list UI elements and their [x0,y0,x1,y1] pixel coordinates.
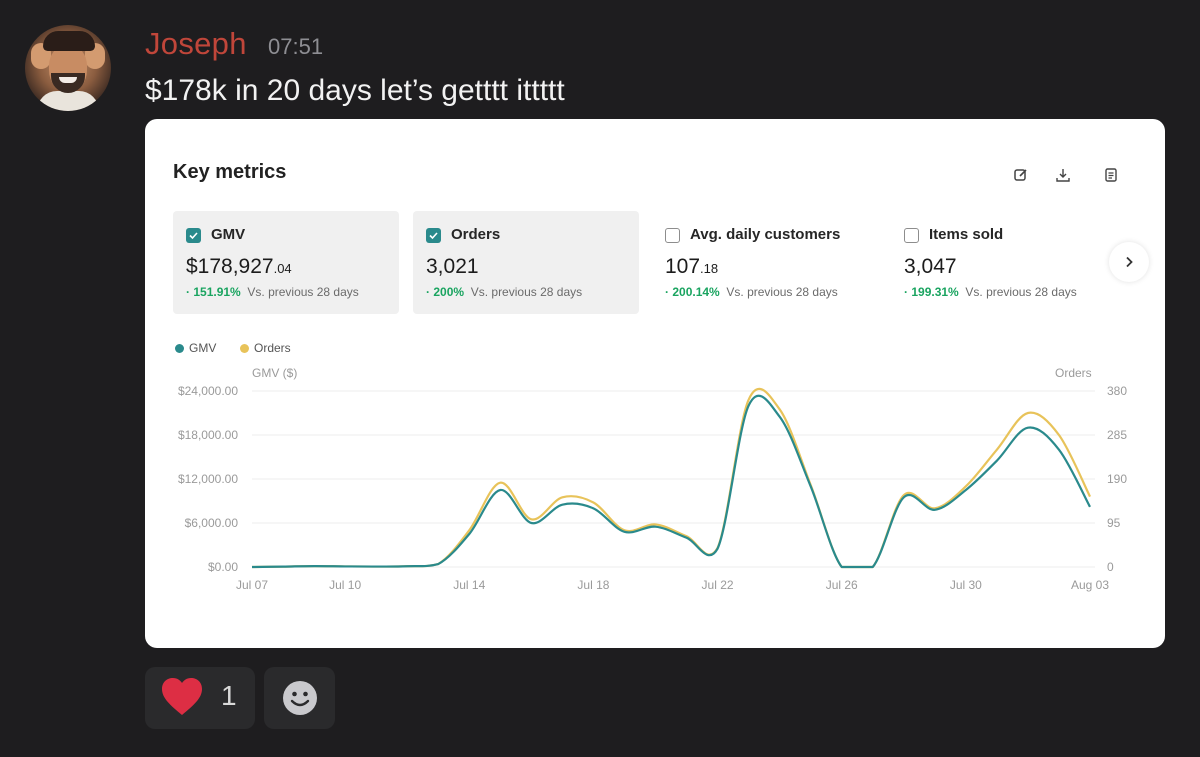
x-tick-label: Jul 14 [453,578,485,592]
left-tick-label: $6,000.00 [185,516,239,530]
avatar-shirt [37,91,99,111]
avatar-hair [43,31,95,51]
user-avatar[interactable] [25,25,111,111]
metric-change: · 200% Vs. previous 28 days [426,285,583,299]
x-tick-label: Jul 07 [236,578,268,592]
metric-value: $178,927.04 [186,255,292,278]
right-tick-label: 380 [1107,384,1127,398]
card-title: Key metrics [173,161,287,183]
add-reaction-icon [283,681,317,715]
metric-orders[interactable]: Orders 3,021 · 200% Vs. previous 28 days [413,211,639,314]
left-tick-label: $0.00 [208,560,238,574]
metric-change: · 199.31% Vs. previous 28 days [904,285,1077,299]
legend-orders[interactable]: Orders [240,341,291,355]
metric-avg-daily-customers[interactable]: Avg. daily customers 107.18 · 200.14% Vs… [652,211,878,314]
right-tick-label: 190 [1107,472,1127,486]
metric-items-sold[interactable]: Items sold 3,047 · 199.31% Vs. previous … [891,211,1117,314]
gmv-legend-dot [175,344,184,353]
right-tick-label: 285 [1107,428,1127,442]
metric-value: 3,047 [904,255,957,278]
avatar-beard [51,73,85,93]
left-axis-title: GMV ($) [252,366,298,380]
avatar-smile [59,77,77,83]
x-tick-label: Jul 22 [702,578,734,592]
left-tick-label: $18,000.00 [178,428,238,442]
x-tick-label: Aug 03 [1071,578,1109,592]
x-tick-label: Jul 10 [329,578,361,592]
download-icon[interactable] [1055,167,1071,183]
left-tick-label: $24,000.00 [178,384,238,398]
reaction-count: 1 [221,680,237,711]
heart-icon [162,678,202,715]
metric-value: 3,021 [426,255,479,278]
message-timestamp: 07:51 [268,34,324,59]
report-icon[interactable] [1103,167,1119,183]
series-line-gmv [251,394,1091,569]
edit-icon[interactable] [1013,167,1029,183]
metric-label: GMV [211,226,246,243]
metric-label: Items sold [929,226,1004,243]
x-tick-label: Jul 26 [826,578,858,592]
left-tick-label: $12,000.00 [178,472,238,486]
next-metrics-button[interactable] [1109,242,1149,282]
metric-value: 107.18 [665,255,719,278]
x-tick-label: Jul 30 [950,578,982,592]
attached-screenshot-card[interactable]: Key metrics GMV $178,927.04 · 151.91% Vs… [145,119,1165,648]
gmv-orders-line-chart: $0.00 0 $6,000.00 95 $12,000.00 190 $18,000.00… [178,384,1127,592]
legend-gmv[interactable]: GMV [175,341,216,355]
orders-checkbox[interactable] [426,228,441,243]
series-line-orders [251,387,1091,569]
metric-label: Orders [451,226,501,243]
right-axis-title: Orders [1055,366,1092,380]
metric-change: · 200.14% Vs. previous 28 days [665,285,838,299]
add-reaction-button[interactable] [264,667,335,729]
avg-daily-customers-checkbox[interactable] [665,228,680,243]
gmv-checkbox[interactable] [186,228,201,243]
right-tick-label: 0 [1107,560,1114,574]
chevron-right-icon [1126,256,1133,268]
right-tick-label: 95 [1107,516,1121,530]
orders-legend-dot [240,344,249,353]
reaction-heart[interactable]: 1 [145,667,255,729]
x-tick-label: Jul 18 [577,578,609,592]
metric-gmv[interactable]: GMV $178,927.04 · 151.91% Vs. previous 2… [173,211,399,314]
message-text: $178k in 20 days let’s getttt ittttt [145,74,565,107]
metric-change: · 151.91% Vs. previous 28 days [186,285,359,299]
metric-label: Avg. daily customers [690,226,841,243]
message-username[interactable]: Joseph [145,26,247,61]
items-sold-checkbox[interactable] [904,228,919,243]
